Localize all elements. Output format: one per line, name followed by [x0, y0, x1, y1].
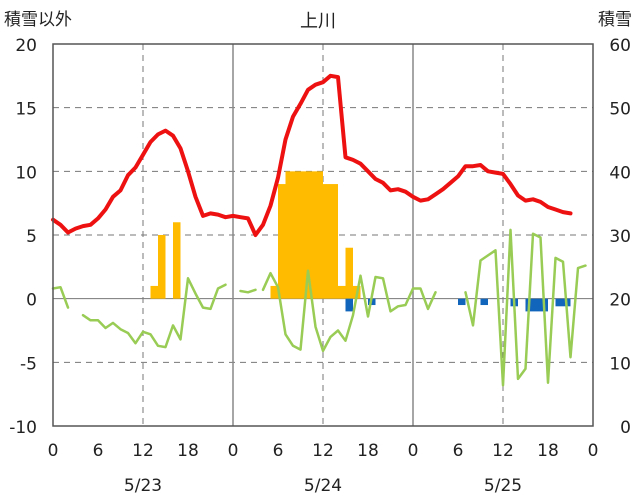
precip-bar	[158, 235, 166, 299]
x-tick-label: 18	[537, 441, 559, 461]
x-tick-label: 6	[273, 441, 284, 461]
precip-bar	[308, 171, 316, 299]
left-tick-label: -10	[9, 418, 37, 438]
left-tick-label: 20	[15, 36, 37, 56]
left-tick-label: 0	[26, 291, 37, 311]
temperature-line	[51, 73, 573, 237]
left-tick-label: 10	[15, 163, 37, 183]
x-tick-label: 18	[357, 441, 379, 461]
right-tick-label: 30	[609, 227, 631, 247]
left-axis-title: 積雪以外	[4, 10, 72, 30]
wind-line	[239, 288, 257, 294]
right-tick-label: 40	[609, 163, 631, 183]
precip-bar	[173, 222, 181, 299]
left-tick-label: 15	[15, 100, 37, 120]
left-tick-label: -5	[20, 354, 37, 374]
right-tick-label: 60	[609, 36, 631, 56]
chart-title: 上川	[300, 11, 336, 32]
precip-bar	[330, 184, 338, 299]
x-tick-label: 12	[132, 441, 154, 461]
x-tick-label: 6	[93, 441, 104, 461]
x-tick-label: 18	[177, 441, 199, 461]
right-tick-label: 50	[609, 100, 631, 120]
precip-bar	[315, 171, 323, 299]
right-tick-label: 0	[620, 418, 631, 438]
negative-bar	[480, 298, 488, 306]
x-tick-label: 0	[48, 441, 59, 461]
negative-bar	[555, 298, 563, 307]
negative-bar	[458, 298, 466, 306]
precip-bar	[345, 247, 353, 299]
series-lines	[51, 73, 587, 387]
x-tick-label: 6	[453, 441, 464, 461]
negative-bar	[533, 298, 541, 312]
precip-bar	[323, 184, 331, 299]
date-label: 5/23	[124, 476, 162, 496]
precip-bar	[278, 184, 286, 299]
x-tick-label: 0	[408, 441, 419, 461]
x-tick-label: 0	[228, 441, 239, 461]
precip-bar	[270, 285, 278, 299]
date-label: 5/24	[304, 476, 342, 496]
right-tick-label: 10	[609, 354, 631, 374]
negative-bar	[345, 298, 353, 312]
wind-line	[464, 228, 587, 387]
plot-frame	[52, 43, 594, 427]
precip-bar	[293, 171, 301, 299]
precip-bar	[338, 285, 346, 299]
precip-bar	[300, 171, 308, 299]
precip-bar	[285, 171, 293, 299]
left-tick-label: 5	[26, 227, 37, 247]
precip-bar	[150, 285, 158, 299]
wind-line	[81, 277, 227, 349]
date-label: 5/25	[484, 476, 522, 496]
wind-line	[261, 269, 437, 353]
x-tick-label: 12	[312, 441, 334, 461]
x-tick-label: 0	[588, 441, 599, 461]
right-axis-title: 積雪	[598, 10, 632, 30]
x-tick-label: 12	[492, 441, 514, 461]
wind-line	[51, 285, 70, 309]
right-tick-label: 20	[609, 291, 631, 311]
